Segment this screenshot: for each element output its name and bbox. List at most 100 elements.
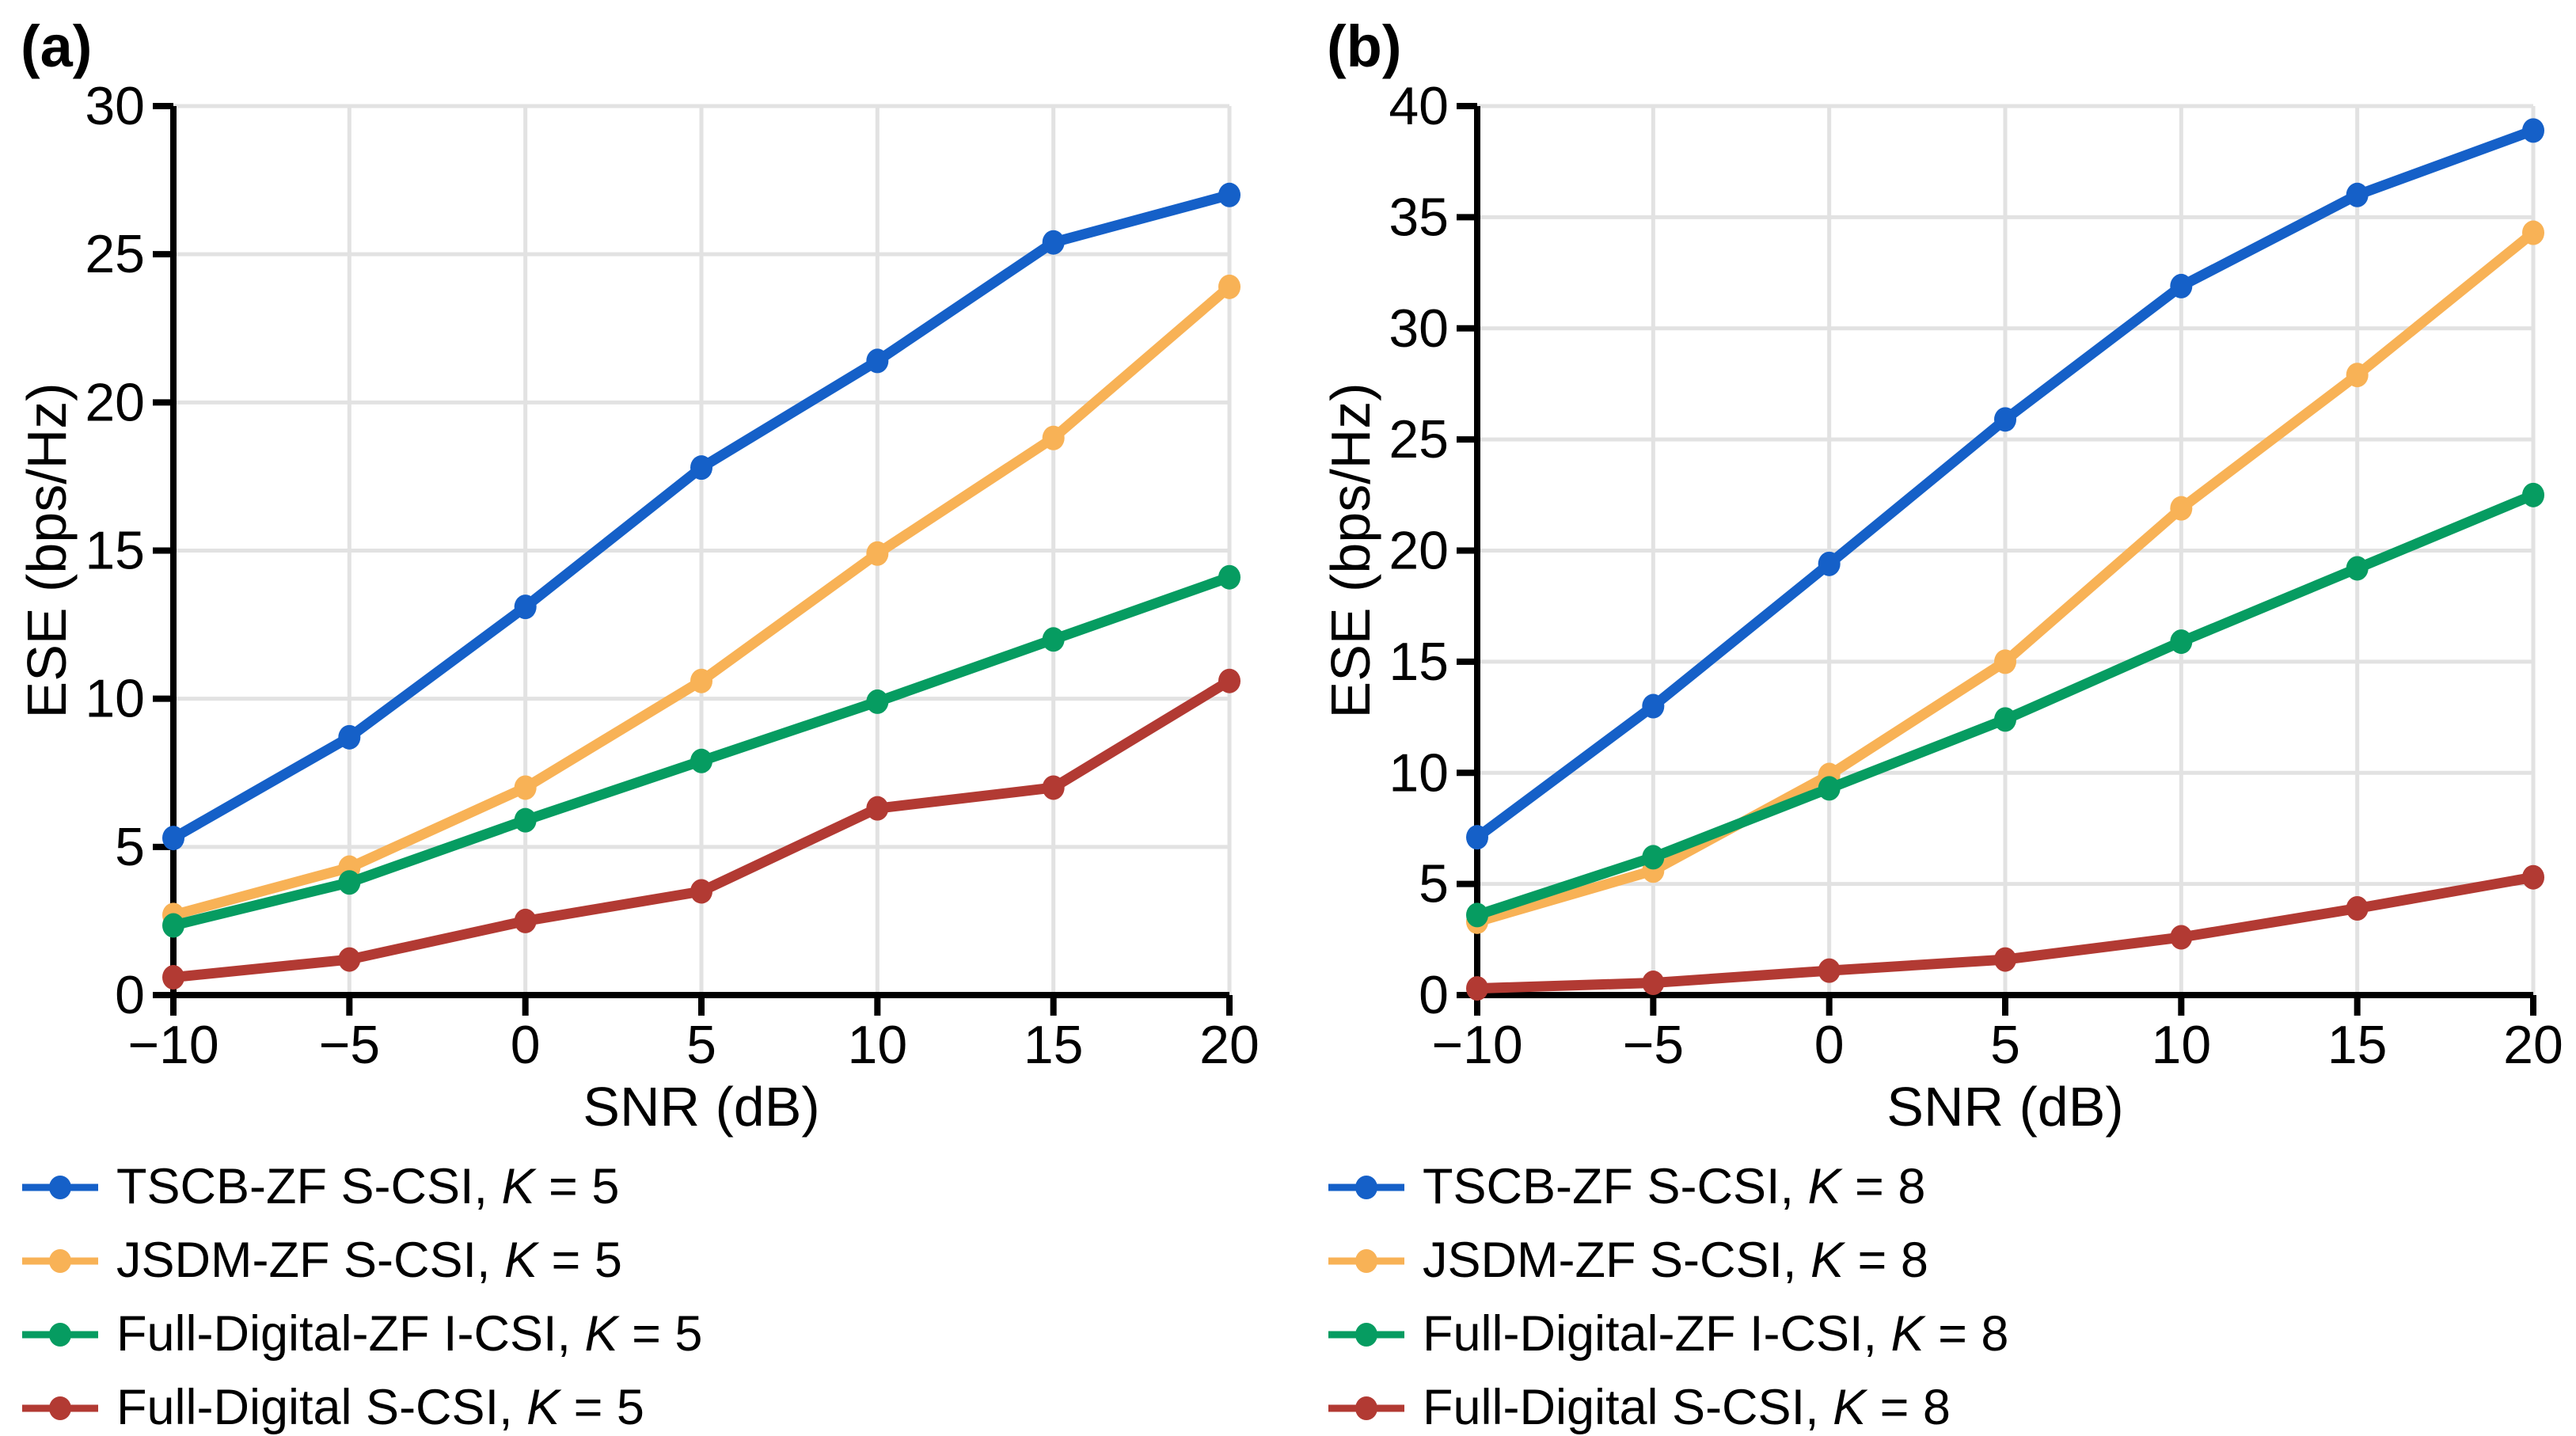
y-tick-label: 10: [1389, 743, 1449, 803]
data-point-marker: [2346, 556, 2369, 581]
data-point-marker: [1994, 407, 2016, 432]
y-tick-label: 40: [1389, 76, 1449, 136]
data-point-marker: [1818, 551, 1841, 576]
x-tick-label: −10: [127, 1015, 218, 1075]
legend-marker-icon: [22, 1322, 98, 1347]
data-point-marker: [2522, 220, 2544, 245]
y-tick-label: 35: [1389, 187, 1449, 247]
data-point-marker: [1818, 958, 1841, 983]
legend-panel-a: TSCB-ZF S-CSI, K = 5 JSDM-ZF S-CSI, K = 5…: [22, 1150, 702, 1436]
data-point-marker: [866, 689, 889, 714]
series: [162, 668, 1241, 990]
panel-label-b: (b): [1327, 13, 1402, 79]
data-point-marker: [1466, 825, 1488, 850]
y-tick-label: 20: [1389, 521, 1449, 581]
x-tick-label: 5: [1990, 1015, 2020, 1075]
legend-label: TSCB-ZF S-CSI, K = 8: [1423, 1159, 1926, 1214]
legend-item: JSDM-ZF S-CSI, K = 8: [1328, 1224, 2008, 1297]
data-point-marker: [690, 748, 712, 773]
legend-marker-icon: [22, 1248, 98, 1273]
data-point-marker: [1994, 649, 2016, 674]
series: [1466, 118, 2544, 850]
legend-marker-icon: [1328, 1322, 1404, 1347]
legend-item: JSDM-ZF S-CSI, K = 5: [22, 1224, 702, 1297]
data-point-marker: [2170, 273, 2193, 298]
panel-label-a: (a): [21, 13, 93, 79]
y-tick-label: 5: [115, 817, 145, 877]
data-point-marker: [1994, 707, 2016, 732]
data-point-marker: [514, 775, 537, 800]
x-tick-label: 10: [848, 1015, 908, 1075]
y-tick-label: 15: [85, 521, 145, 581]
y-tick-label: 10: [85, 669, 145, 729]
data-point-marker: [2346, 182, 2369, 207]
x-tick-label: 10: [2152, 1015, 2212, 1075]
y-tick-label: 25: [1389, 409, 1449, 469]
data-point-marker: [2522, 482, 2544, 507]
data-point-marker: [514, 908, 537, 933]
y-tick-label: 30: [1389, 298, 1449, 359]
data-point-marker: [690, 668, 712, 693]
data-point-marker: [866, 541, 889, 566]
data-point-marker: [1642, 845, 1665, 870]
data-point-marker: [514, 807, 537, 833]
data-point-marker: [866, 348, 889, 374]
series: [1466, 864, 2544, 1001]
data-point-marker: [2170, 925, 2193, 950]
legend-item: Full-Digital-ZF I-CSI, K = 5: [22, 1297, 702, 1371]
legend-panel-b: TSCB-ZF S-CSI, K = 8 JSDM-ZF S-CSI, K = 8…: [1328, 1150, 2008, 1436]
data-point-marker: [162, 913, 184, 938]
legend-label: JSDM-ZF S-CSI, K = 5: [116, 1233, 622, 1288]
data-point-marker: [162, 826, 184, 851]
data-point-marker: [1218, 182, 1241, 207]
legend-item: TSCB-ZF S-CSI, K = 8: [1328, 1150, 2008, 1224]
x-axis-label: SNR (dB): [583, 1076, 819, 1138]
data-point-marker: [1642, 693, 1665, 719]
series: [162, 182, 1241, 851]
x-tick-label: 15: [1024, 1015, 1084, 1075]
data-point-marker: [1218, 668, 1241, 693]
series: [162, 274, 1241, 928]
data-point-marker: [162, 965, 184, 990]
x-tick-label: −10: [1431, 1015, 1522, 1075]
legend-marker-icon: [1328, 1175, 1404, 1199]
data-point-marker: [1466, 976, 1488, 1001]
legend-marker-icon: [22, 1175, 98, 1199]
data-point-marker: [2346, 363, 2369, 388]
data-point-marker: [1042, 230, 1065, 255]
series: [162, 564, 1241, 938]
chart-panel: 0 5 10 15 20 25 30 35 40 −10 −5 0 5 10 15 20 SNR (dB) ESE…: [1320, 76, 2563, 1138]
legend-item: Full-Digital S-CSI, K = 5: [22, 1371, 702, 1436]
data-point-marker: [1642, 971, 1665, 996]
x-tick-label: 0: [1814, 1015, 1845, 1075]
data-point-marker: [338, 870, 361, 895]
y-tick-label: 25: [85, 224, 145, 284]
data-point-marker: [2170, 496, 2193, 521]
x-tick-label: 15: [2327, 1015, 2388, 1075]
data-point-marker: [1818, 776, 1841, 801]
y-tick-label: 5: [1419, 854, 1449, 914]
data-point-marker: [2522, 864, 2544, 890]
data-point-marker: [338, 724, 361, 750]
legend-marker-icon: [1328, 1248, 1404, 1273]
y-tick-label: 30: [85, 76, 145, 136]
data-point-marker: [1218, 564, 1241, 590]
y-tick-label: 20: [85, 372, 145, 432]
data-point-marker: [2522, 118, 2544, 143]
x-tick-label: −5: [1623, 1015, 1685, 1075]
data-point-marker: [2346, 896, 2369, 921]
data-point-marker: [2170, 629, 2193, 655]
legend-label: TSCB-ZF S-CSI, K = 5: [116, 1159, 620, 1214]
legend-item: TSCB-ZF S-CSI, K = 5: [22, 1150, 702, 1224]
x-tick-label: 5: [686, 1015, 716, 1075]
series: [1466, 482, 2544, 928]
chart-panel: 0 5 10 15 20 25 30 −10 −5 0 5 10 15 20 SNR (dB) ESE (bp…: [16, 76, 1260, 1138]
legend-item: Full-Digital S-CSI, K = 8: [1328, 1371, 2008, 1436]
data-point-marker: [690, 879, 712, 904]
x-tick-label: 20: [2503, 1015, 2563, 1075]
data-point-marker: [1042, 627, 1065, 652]
data-point-marker: [1466, 902, 1488, 928]
legend-label: JSDM-ZF S-CSI, K = 8: [1423, 1233, 1928, 1288]
data-point-marker: [514, 595, 537, 620]
